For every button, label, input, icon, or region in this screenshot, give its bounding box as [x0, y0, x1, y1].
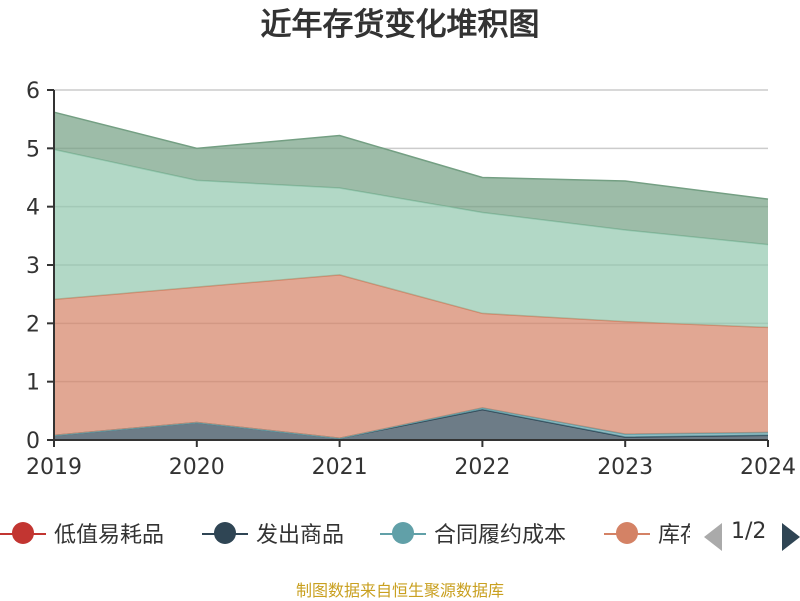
legend-label: 合同履约成本	[434, 523, 567, 548]
legend-dot	[214, 522, 236, 544]
legend-marker	[380, 522, 426, 544]
x-tick-label: 2022	[454, 455, 510, 480]
legend-marker	[604, 522, 650, 544]
tick-labels: 0 1 2 3 4 5 6 2019 2020 2021 2022 2023 2024	[26, 79, 796, 480]
legend: 低值易耗品 发出商品 合同履约成本 库存商品 1/2	[0, 515, 800, 551]
x-tick-label: 2024	[740, 455, 796, 480]
area-series-1[interactable]	[54, 409, 768, 440]
legend-prev-page-button[interactable]	[704, 523, 722, 551]
area-series-3[interactable]	[54, 274, 768, 439]
legend-dot	[12, 522, 34, 544]
legend-label: 库存商品	[658, 523, 690, 548]
legend-marker	[0, 522, 46, 544]
legend-items: 低值易耗品 发出商品 合同履约成本 库存商品	[0, 515, 690, 551]
source-note: 制图数据来自恒生聚源数据库	[295, 581, 504, 600]
area-series-4[interactable]	[54, 149, 768, 328]
y-tick-label: 5	[26, 137, 40, 162]
legend-marker	[202, 522, 248, 544]
legend-next-page-button[interactable]	[782, 523, 800, 551]
legend-label: 发出商品	[256, 523, 345, 548]
y-tick-label: 4	[26, 196, 40, 221]
legend-dot	[392, 522, 414, 544]
axes	[47, 89, 769, 447]
area-series	[53, 111, 769, 441]
area-series-line-5	[53, 111, 769, 200]
x-tick-label: 2023	[597, 455, 653, 480]
x-tick-label: 2021	[312, 455, 368, 480]
y-tick-label: 0	[26, 429, 40, 454]
y-tick-label: 3	[26, 254, 40, 279]
x-tick-label: 2019	[26, 455, 82, 480]
legend-page-indicator: 1/2	[731, 519, 767, 544]
y-tick-label: 1	[26, 371, 40, 396]
y-tick-label: 6	[26, 79, 40, 104]
legend-label: 低值易耗品	[54, 523, 165, 548]
chart-title: 近年存货变化堆积图	[260, 7, 540, 43]
x-tick-label: 2020	[169, 455, 225, 480]
area-series-2[interactable]	[54, 407, 768, 439]
y-tick-label: 2	[26, 312, 40, 337]
legend-dot	[616, 522, 638, 544]
